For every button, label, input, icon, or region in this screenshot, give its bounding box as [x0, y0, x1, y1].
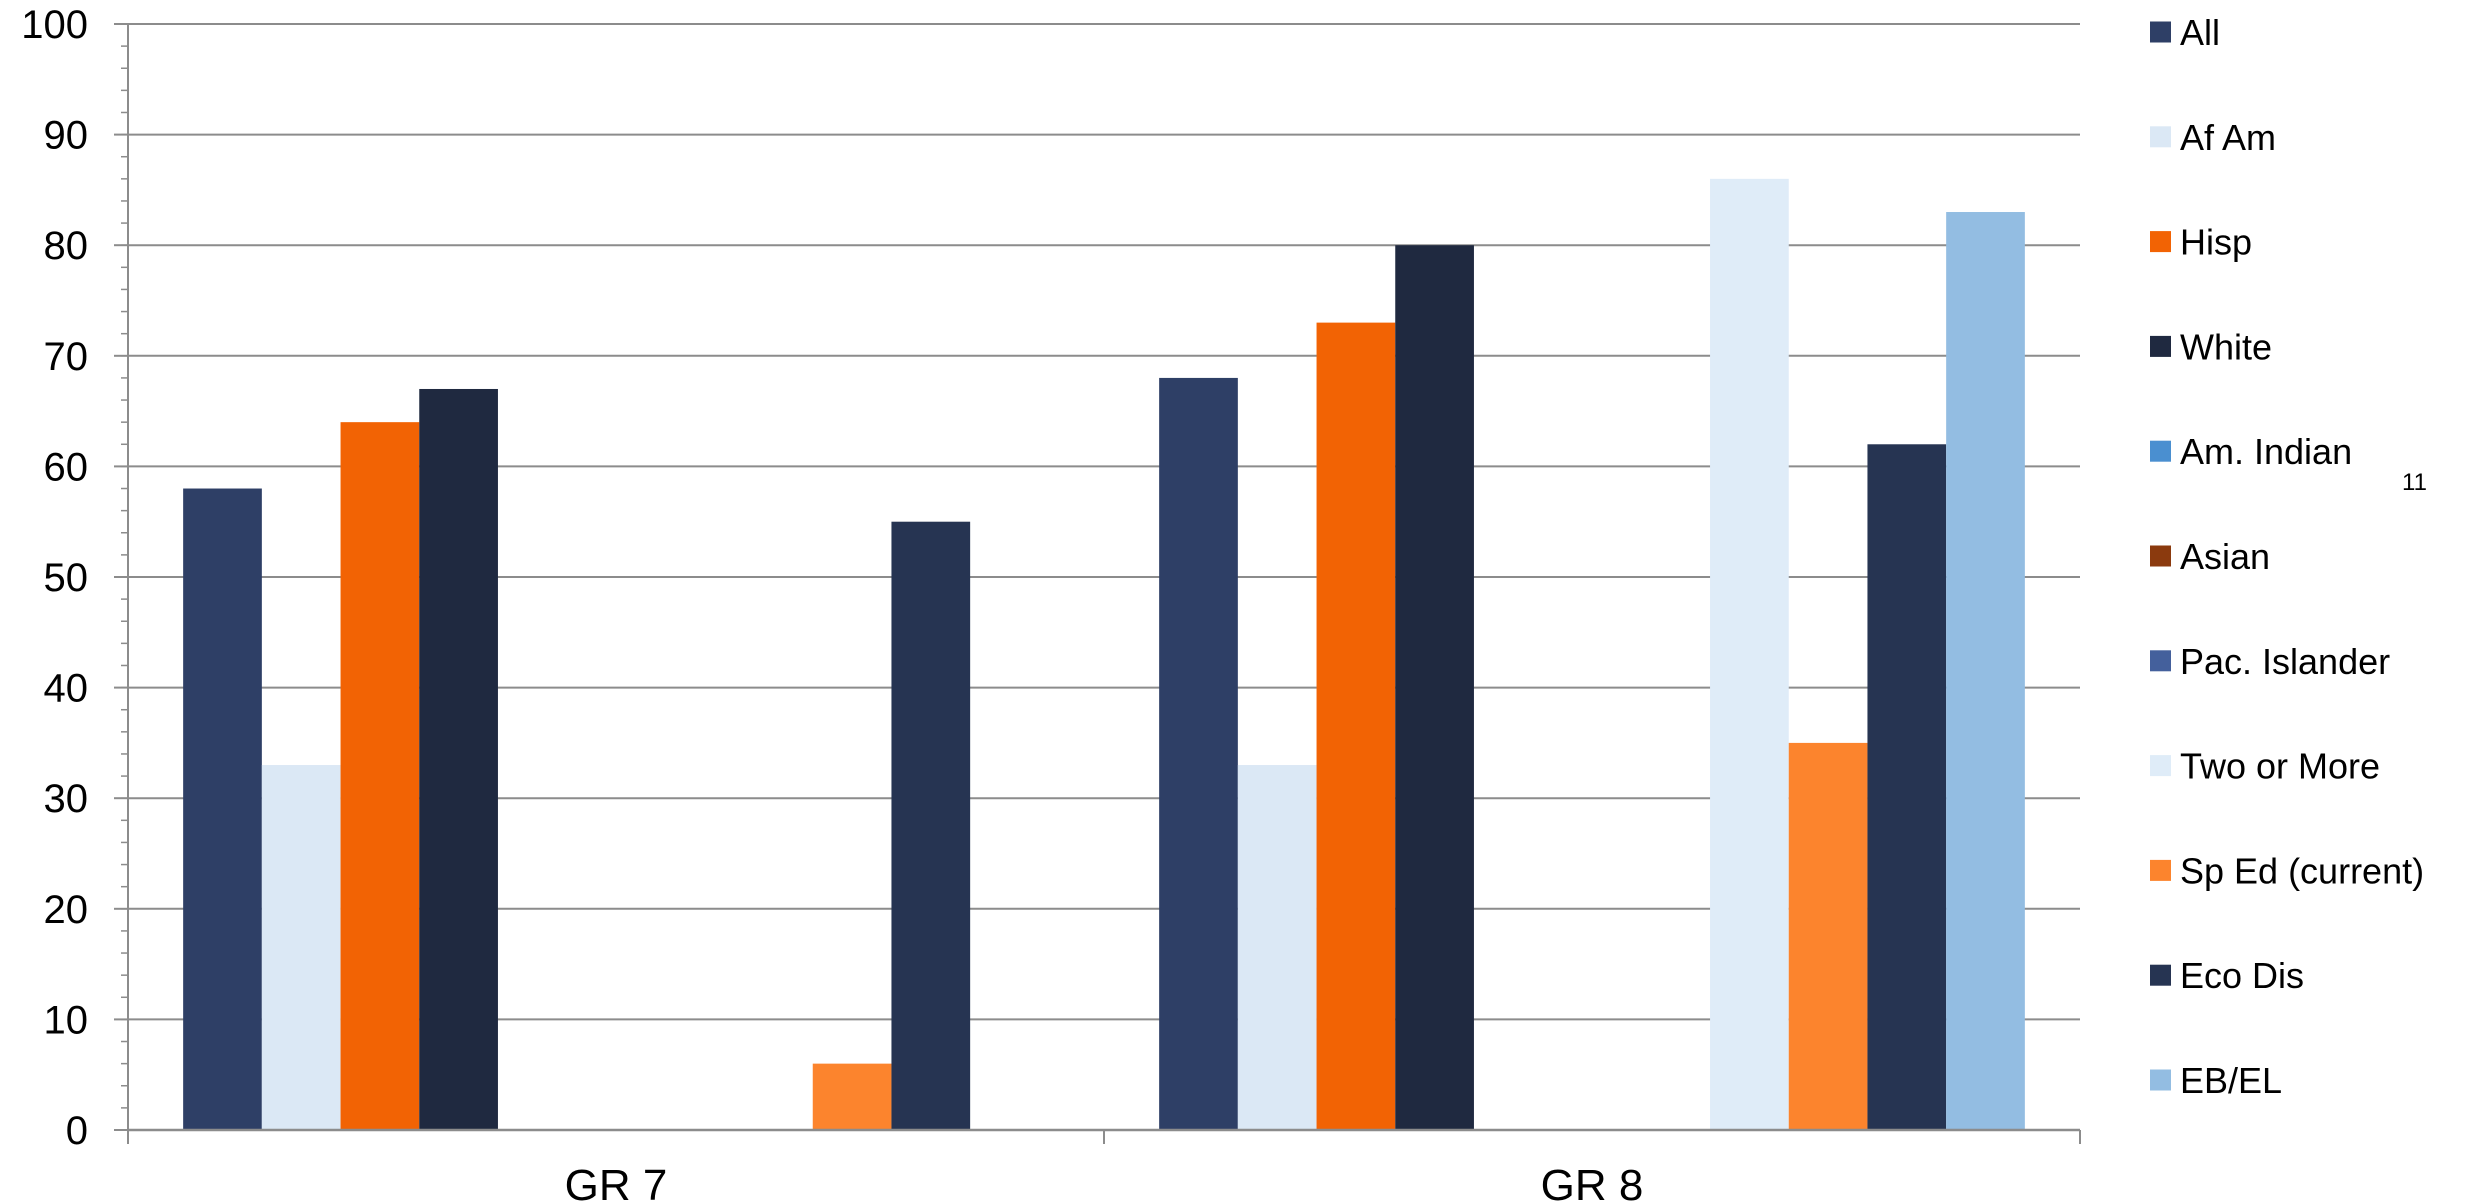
page-number: 11 [2402, 469, 2427, 496]
legend-swatch [2150, 440, 2171, 462]
category-label: GR 8 [1541, 1161, 1644, 1204]
bar [419, 388, 498, 1131]
bar [1159, 377, 1238, 1130]
y-tick-label: 0 [66, 1109, 88, 1153]
axes [114, 23, 2081, 1144]
legend-swatch [2150, 650, 2171, 672]
legend-swatch [2150, 964, 2171, 986]
legend-swatch [2150, 859, 2171, 881]
bar [261, 765, 341, 1130]
y-tick-label: 100 [21, 3, 88, 47]
legend-entry: White [2180, 326, 2272, 367]
legend-swatch [2150, 755, 2171, 777]
y-tick-label: 70 [44, 335, 89, 379]
bar [891, 521, 971, 1130]
y-tick-label: 80 [44, 224, 89, 268]
bar [1710, 178, 1789, 1131]
y-tick-label: 40 [44, 667, 89, 711]
bars [183, 178, 2025, 1131]
legend-entry: Two or More [2180, 746, 2380, 787]
legend-entry: EB/EL [2180, 1060, 2282, 1101]
legend-entry: Af Am [2180, 117, 2276, 158]
category-labels: GR 7 GR 8 [565, 1161, 1644, 1204]
y-tick-labels: 0 10 20 30 40 50 60 70 80 90 100 [21, 3, 88, 1153]
legend: All Af Am Hisp White Am. Indian Asian Pac. Isl… [2150, 12, 2424, 1101]
legend-entry: Am. Indian [2180, 431, 2352, 472]
bar [340, 422, 420, 1130]
bar [812, 1063, 892, 1130]
bar [1237, 765, 1317, 1130]
y-tick-label: 90 [44, 114, 89, 158]
legend-entry: Asian [2180, 536, 2270, 577]
y-tick-label: 20 [44, 888, 89, 932]
legend-swatch [2150, 1069, 2171, 1091]
legend-entry: Pac. Islander [2180, 641, 2390, 682]
legend-swatch [2150, 126, 2171, 148]
legend-swatch [2150, 545, 2171, 567]
legend-entry: Hisp [2180, 222, 2252, 263]
y-tick-label: 50 [44, 556, 89, 600]
legend-swatch [2150, 231, 2171, 253]
bar [1788, 742, 1868, 1130]
bar [183, 488, 262, 1130]
bar [1395, 245, 1474, 1130]
y-tick-label: 10 [44, 998, 89, 1042]
y-tick-label: 60 [44, 445, 89, 489]
legend-entry: Eco Dis [2180, 955, 2304, 996]
legend-swatch [2150, 21, 2171, 43]
category-label: GR 7 [565, 1161, 668, 1204]
bar [1316, 322, 1396, 1130]
bar [1946, 212, 2025, 1130]
y-tick-label: 30 [44, 777, 89, 821]
legend-swatch [2150, 335, 2171, 357]
legend-entry: Sp Ed (current) [2180, 850, 2424, 891]
bar [1867, 444, 1947, 1130]
legend-entry: All [2180, 12, 2220, 53]
